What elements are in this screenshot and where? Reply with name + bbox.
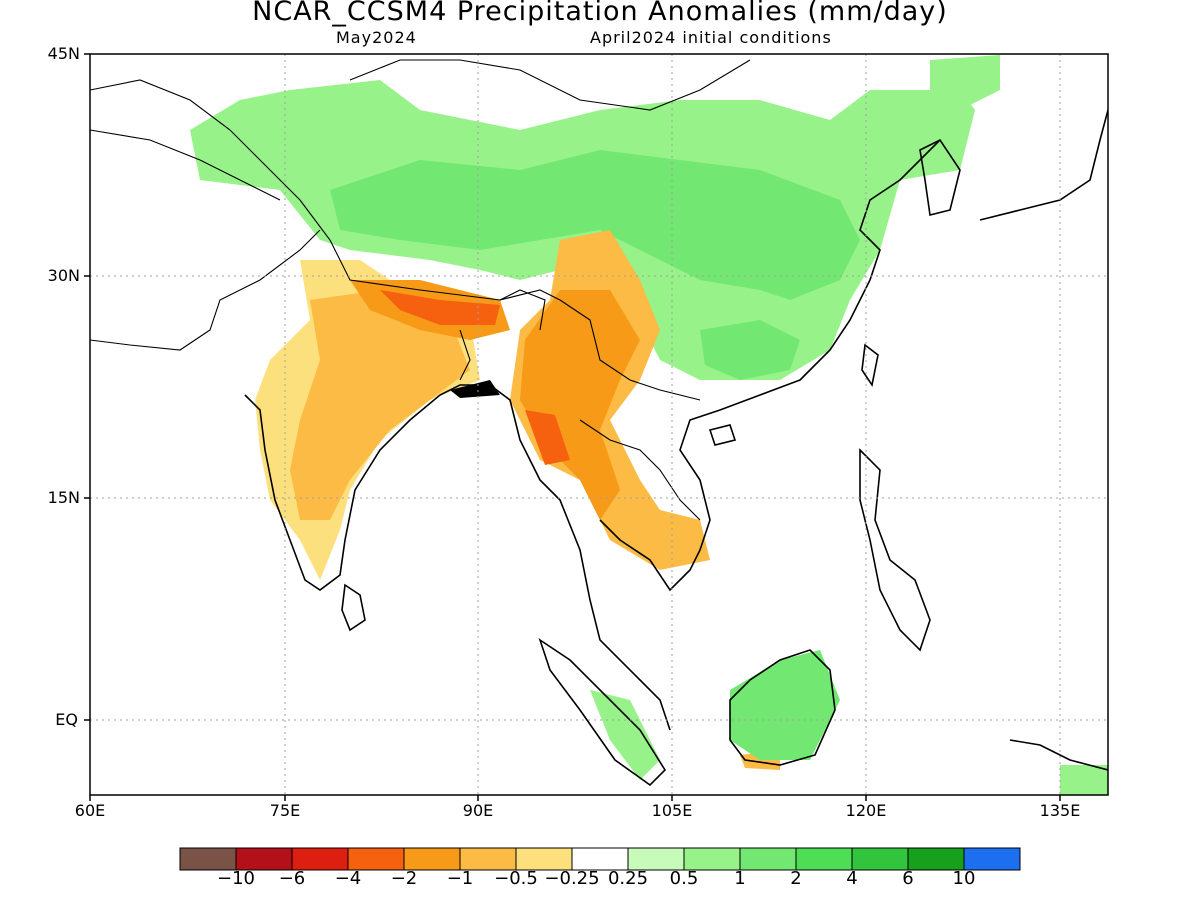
graticule [90, 54, 1108, 795]
lat-label-15n: 15N [47, 488, 80, 507]
coastline-sumatra [538, 638, 667, 787]
colorbar-box [179, 847, 237, 871]
colorbar-tick-label: −2 [390, 868, 418, 889]
wet-anomaly-south-china [700, 320, 800, 380]
lon-label-120e: 120E [845, 801, 887, 820]
colorbar-tick-label: −0.25 [544, 868, 600, 889]
forecast-month: May2024 [336, 28, 417, 47]
lon-label-60e: 60E [74, 801, 106, 820]
wet-anomaly-borneo [730, 650, 840, 760]
coastline-borneo [729, 649, 836, 766]
lon-label-90e: 90E [462, 801, 494, 820]
coastlines [244, 109, 1108, 787]
map-title: NCAR_CCSM4 Precipitation Anomalies (mm/d… [252, 0, 948, 27]
lon-label-105e: 105E [651, 801, 693, 820]
dry-anomaly-nepal [380, 290, 500, 325]
coastline-philippines [859, 448, 931, 652]
colorbar-box [795, 847, 853, 871]
coastline-new-guinea [1009, 739, 1108, 771]
lon-label-75e: 75E [269, 801, 301, 820]
dry-anomaly-india-core [290, 290, 470, 520]
anomaly-field [190, 55, 1108, 795]
colorbar-boxes [179, 847, 1021, 871]
colorbar-box [347, 847, 405, 871]
colorbar-box [291, 847, 349, 871]
colorbar-box [739, 847, 797, 871]
wet-anomaly-sumatra [590, 690, 660, 780]
dry-anomaly-myanmar-max [525, 410, 570, 465]
colorbar-tick-label: 1 [734, 868, 746, 889]
coastline-korea-japan [919, 109, 1108, 221]
bay-of-bengal-coast-fill [450, 380, 500, 398]
colorbar-tick-label: 4 [846, 868, 858, 889]
colorbar-box [963, 847, 1021, 871]
wet-anomaly-northeast [930, 55, 1000, 110]
map-frame [89, 53, 1109, 796]
colorbar-tick-label: 0.25 [607, 868, 649, 889]
country-borders [90, 59, 751, 521]
colorbar-box [571, 847, 629, 871]
colorbar-tick-label: −4 [334, 868, 362, 889]
coastline-indochina [599, 279, 871, 592]
colorbar-box [907, 847, 965, 871]
colorbar-tick-label: −6 [278, 868, 306, 889]
colorbar-tick-label: −10 [217, 868, 255, 889]
axis-ticks [84, 53, 1061, 801]
colorbar-tick-label: 0.5 [669, 868, 699, 889]
colorbar-box [403, 847, 461, 871]
lat-label-30n: 30N [47, 266, 80, 285]
coastline-sri-lanka [341, 583, 366, 632]
lat-label-eq: EQ [55, 710, 78, 729]
colorbar-tick-label: −1 [446, 868, 474, 889]
coastline-taiwan [861, 343, 879, 388]
colorbar-box [683, 847, 741, 871]
colorbar-box [459, 847, 517, 871]
coastline-india [244, 384, 490, 591]
colorbar-box [515, 847, 573, 871]
lat-label-45n: 45N [47, 44, 80, 63]
lon-label-135e: 135E [1039, 801, 1081, 820]
coastline-china-east [859, 139, 941, 281]
wet-anomaly-new-guinea [1060, 765, 1108, 795]
coastline-burma-thai [489, 384, 671, 731]
dry-anomaly-myanmar-core [520, 290, 640, 520]
colorbar-tick-label: 2 [790, 868, 802, 889]
colorbar-tick-label: 10 [952, 868, 976, 889]
initial-conditions: April2024 initial conditions [590, 28, 832, 47]
colorbar-box [627, 847, 685, 871]
colorbar-box [851, 847, 909, 871]
colorbar-box [235, 847, 293, 871]
colorbar-tick-label: 6 [902, 868, 914, 889]
colorbar-tick-label: −0.5 [494, 868, 538, 889]
wet-anomaly-core [330, 150, 860, 300]
coastline-hainan [708, 424, 737, 446]
